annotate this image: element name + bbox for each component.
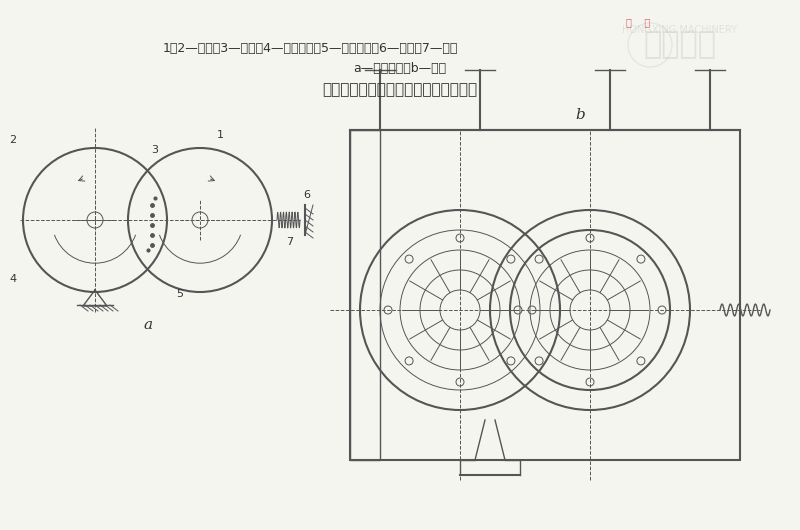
Text: 红    星: 红 星 <box>626 17 650 27</box>
Text: 7: 7 <box>286 237 294 247</box>
Text: 6: 6 <box>303 190 310 200</box>
Text: 双辊式破碎机的工作原理及结构示意图: 双辊式破碎机的工作原理及结构示意图 <box>322 83 478 98</box>
Text: 5: 5 <box>177 289 183 299</box>
Text: a—工作原理；b—结构: a—工作原理；b—结构 <box>354 61 446 75</box>
Bar <box>350 130 740 460</box>
Text: 红星机器: 红星机器 <box>643 31 717 59</box>
Text: 1，2—辊子；3—物料；4—固定轴承；5—可动轴承；6—弹簧；7—机架: 1，2—辊子；3—物料；4—固定轴承；5—可动轴承；6—弹簧；7—机架 <box>162 41 458 55</box>
Text: 1: 1 <box>217 130 223 140</box>
Bar <box>350 130 380 460</box>
Text: 3: 3 <box>151 145 158 155</box>
Text: HONGXING MACHINERY: HONGXING MACHINERY <box>622 25 738 35</box>
Text: 4: 4 <box>10 274 17 284</box>
Text: a: a <box>143 318 153 332</box>
Text: 2: 2 <box>10 135 17 145</box>
Text: b: b <box>575 108 585 122</box>
